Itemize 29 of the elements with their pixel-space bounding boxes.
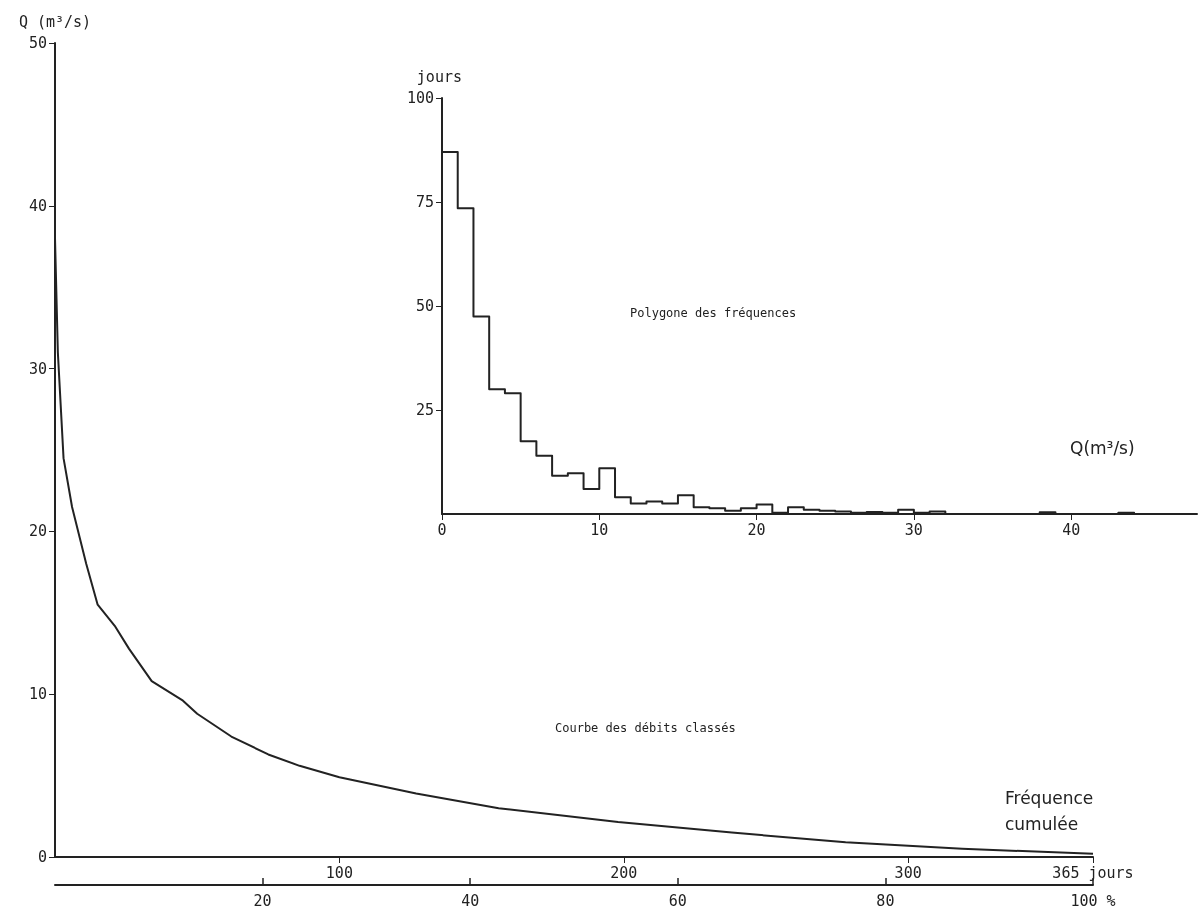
x-tick-label: 0 [437, 520, 447, 539]
y-axis-title: jours [416, 67, 462, 86]
y-tick-label: 25 [415, 401, 434, 419]
x-tick-label: 365 jours [1052, 863, 1134, 882]
x-tick-label: 20 [747, 520, 766, 539]
y-tick-label: 10 [28, 685, 47, 704]
y-tick-label: 50 [415, 297, 434, 315]
x-tick-label: 200 [610, 863, 638, 882]
x2-tick-label: 20 [253, 891, 272, 910]
y-tick-label: 0 [37, 848, 47, 866]
y-tick-label: 75 [415, 193, 434, 211]
y-tick-label: 50 [28, 34, 47, 52]
x-axis-title: Q(m³/s) [1070, 438, 1135, 458]
x-axis-title: Fréquence cumulée [1005, 788, 1094, 834]
x2-tick-label: 40 [461, 891, 480, 910]
annotation: Courbe des débits classés [555, 721, 736, 735]
x-tick-label: 40 [1062, 520, 1081, 539]
y-tick-label: 30 [28, 359, 47, 378]
x2-tick-label: 80 [876, 891, 895, 910]
y-tick-label: 100 [406, 89, 434, 107]
x-tick-label: 100 [325, 863, 353, 882]
x2-tick-label: 100 % [1070, 891, 1116, 910]
y-axis-title: Q (m³/s) [18, 12, 92, 31]
x2-tick-label: 60 [668, 891, 687, 910]
x-tick-label: 10 [590, 520, 609, 539]
annotation: Polygone des fréquences [630, 306, 797, 320]
x-tick-label: 300 [894, 863, 922, 882]
y-tick-label: 40 [28, 196, 47, 215]
x-tick-label: 30 [904, 520, 923, 539]
